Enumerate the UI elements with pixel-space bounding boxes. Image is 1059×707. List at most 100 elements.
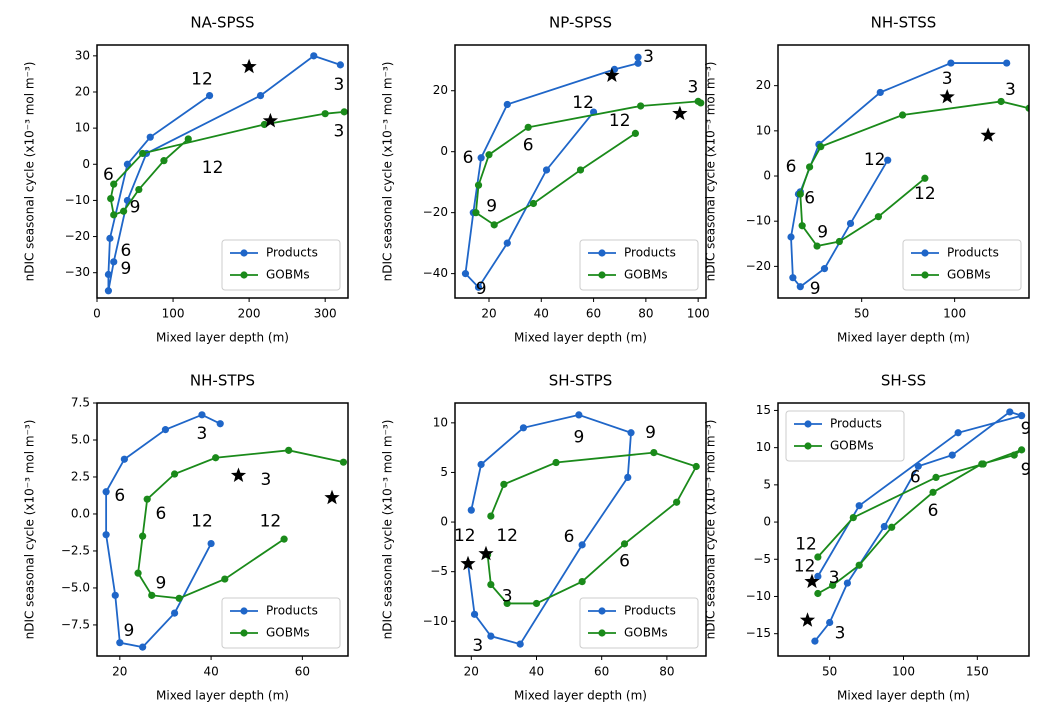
y-axis-label: nDIC seasonal cycle (x10⁻³ mol m⁻³) bbox=[704, 420, 718, 640]
month-label: 9 bbox=[120, 259, 131, 279]
star-marker bbox=[324, 489, 340, 505]
x-axis-label: Mixed layer depth (m) bbox=[837, 331, 970, 345]
data-point bbox=[487, 632, 495, 640]
x-axis-label: Mixed layer depth (m) bbox=[156, 689, 289, 703]
y-tick-label: −10 bbox=[746, 214, 771, 228]
axes-frame bbox=[96, 44, 349, 299]
data-point bbox=[575, 411, 583, 419]
x-tick-label: 50 bbox=[822, 665, 837, 679]
data-point bbox=[123, 160, 132, 168]
data-point bbox=[139, 149, 147, 158]
data-point bbox=[1025, 104, 1029, 112]
month-label: 9 bbox=[476, 279, 487, 299]
data-point bbox=[310, 52, 318, 60]
data-point bbox=[948, 451, 956, 459]
data-point bbox=[929, 488, 937, 496]
month-label: 6 bbox=[463, 148, 474, 168]
legend-label: GOBMs bbox=[624, 626, 668, 640]
x-tick-label: 80 bbox=[638, 307, 653, 321]
legend-label: Products bbox=[266, 604, 318, 618]
x-axis-label: Mixed layer depth (m) bbox=[514, 331, 647, 345]
data-point bbox=[472, 209, 480, 217]
data-point bbox=[631, 129, 640, 137]
series-line bbox=[109, 110, 345, 217]
y-tick-label: −20 bbox=[423, 205, 448, 219]
y-tick-label: −5 bbox=[753, 552, 771, 566]
data-point bbox=[516, 640, 524, 648]
star-marker bbox=[478, 545, 494, 561]
y-tick-label: −10 bbox=[746, 589, 771, 603]
data-point bbox=[789, 274, 797, 282]
data-point bbox=[576, 166, 585, 174]
y-tick-label: 10 bbox=[756, 440, 771, 454]
series-line bbox=[817, 449, 1023, 595]
month-label: 6 bbox=[804, 189, 815, 209]
data-point bbox=[321, 110, 329, 118]
y-tick-label: −7.5 bbox=[61, 617, 90, 631]
plot-area: 12 3 6 9 12 3 6 9 bbox=[794, 408, 1029, 645]
star-marker bbox=[804, 573, 820, 589]
y-tick-label: 5.0 bbox=[71, 432, 90, 446]
x-tick-label: 100 bbox=[892, 665, 915, 679]
legend-marker bbox=[240, 249, 248, 257]
x-tick-label: 40 bbox=[203, 665, 218, 679]
panel-title: SH-STPS bbox=[549, 372, 612, 390]
x-tick-label: 200 bbox=[238, 307, 261, 321]
data-point bbox=[467, 506, 475, 514]
y-tick-label: 0 bbox=[763, 169, 771, 183]
data-point bbox=[849, 513, 857, 522]
data-point bbox=[461, 270, 470, 278]
plot-area: 3 6 9 12 3 6 9 12 bbox=[102, 411, 348, 651]
month-label: 12 bbox=[191, 511, 213, 531]
y-tick-label: −15 bbox=[746, 626, 771, 640]
y-tick-label: 10 bbox=[756, 123, 771, 137]
data-point bbox=[1018, 412, 1026, 420]
data-point bbox=[898, 111, 907, 119]
data-point bbox=[673, 498, 681, 506]
legend-marker bbox=[598, 249, 606, 257]
data-point bbox=[102, 531, 110, 539]
legend-label: GOBMs bbox=[266, 268, 310, 282]
series-line bbox=[137, 449, 344, 600]
x-tick-label: 100 bbox=[687, 307, 710, 321]
data-point bbox=[110, 258, 118, 266]
panel: NP-SPSS Mixed layer depth (m) nDIC seasona… bbox=[381, 14, 710, 345]
y-tick-label: −2.5 bbox=[61, 543, 90, 557]
data-point bbox=[888, 523, 896, 531]
panel-title: SH-SS bbox=[881, 372, 926, 390]
y-tick-label: 10 bbox=[433, 415, 448, 429]
legend-marker bbox=[598, 607, 606, 615]
data-point bbox=[104, 287, 113, 295]
star-marker bbox=[262, 112, 278, 128]
axes-frame bbox=[454, 44, 707, 299]
panel: NH-STPS Mixed layer depth (m) nDIC seasona… bbox=[23, 372, 349, 703]
y-axis-label: nDIC seasonal cycle (x10⁻³ mol m⁻³) bbox=[704, 62, 718, 282]
legend-label: GOBMs bbox=[830, 439, 874, 453]
panel: NA-SPSS Mixed layer depth (m) nDIC seasona… bbox=[23, 14, 349, 345]
data-point bbox=[487, 512, 495, 520]
data-point bbox=[835, 237, 843, 246]
legend-marker bbox=[804, 442, 812, 450]
data-point bbox=[542, 166, 551, 174]
panel: SH-STPS Mixed layer depth (m) nDIC seasona… bbox=[381, 372, 707, 703]
x-tick-label: 100 bbox=[943, 307, 966, 321]
month-label: 12 bbox=[795, 534, 817, 554]
y-tick-label: −5.0 bbox=[61, 580, 90, 594]
data-point bbox=[256, 92, 265, 100]
series-line bbox=[486, 451, 698, 605]
data-point bbox=[997, 97, 1005, 106]
data-point bbox=[578, 577, 586, 586]
data-point bbox=[148, 591, 156, 599]
data-point bbox=[880, 522, 888, 531]
data-point bbox=[104, 270, 113, 279]
data-point bbox=[954, 429, 962, 437]
month-label: 6 bbox=[120, 241, 131, 261]
star-marker bbox=[604, 67, 620, 82]
data-point bbox=[280, 535, 288, 543]
data-point bbox=[813, 242, 821, 250]
legend-marker bbox=[598, 629, 606, 637]
x-tick-label: 40 bbox=[534, 307, 549, 321]
data-point bbox=[637, 102, 645, 110]
legend-label: GOBMs bbox=[266, 626, 310, 640]
y-tick-label: 20 bbox=[75, 84, 90, 98]
